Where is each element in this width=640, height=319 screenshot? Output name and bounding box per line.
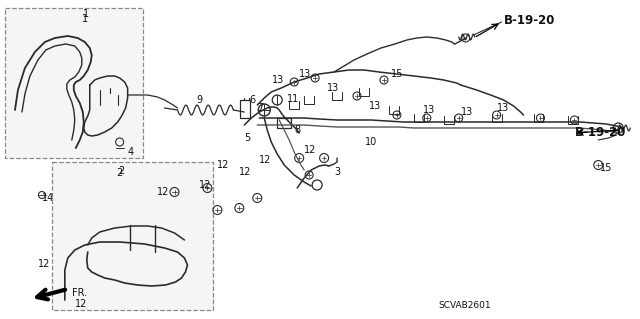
- Text: 12: 12: [239, 167, 252, 177]
- Text: 14: 14: [42, 193, 54, 203]
- Text: B-19-20: B-19-20: [575, 125, 626, 138]
- Text: 12: 12: [259, 155, 271, 165]
- Text: 12: 12: [200, 180, 212, 190]
- Text: 2: 2: [118, 166, 125, 176]
- Text: SCVAB2601: SCVAB2601: [439, 301, 492, 310]
- Text: 13: 13: [299, 69, 312, 79]
- Text: 13: 13: [369, 101, 381, 111]
- Text: 13: 13: [272, 75, 285, 85]
- Text: 10: 10: [365, 137, 377, 147]
- Text: 8: 8: [294, 125, 300, 135]
- Bar: [277, 118, 291, 128]
- Text: 7: 7: [257, 103, 264, 113]
- Bar: [5, 8, 143, 158]
- Text: 15: 15: [600, 163, 612, 173]
- Text: 12: 12: [38, 259, 51, 269]
- Text: 2: 2: [116, 168, 123, 178]
- Text: 5: 5: [244, 133, 251, 143]
- Text: 1: 1: [82, 14, 88, 24]
- Text: 3: 3: [334, 167, 340, 177]
- Text: 13: 13: [497, 103, 509, 113]
- Bar: [52, 162, 213, 310]
- Text: 11: 11: [287, 94, 300, 104]
- Text: 9: 9: [196, 95, 202, 105]
- Bar: [241, 100, 250, 118]
- Text: 13: 13: [423, 105, 435, 115]
- Text: 13: 13: [327, 83, 339, 93]
- Text: 6: 6: [250, 95, 255, 105]
- Text: B-19-20: B-19-20: [504, 13, 555, 26]
- Text: 12: 12: [218, 160, 230, 170]
- Text: FR.: FR.: [72, 288, 87, 298]
- Text: 12: 12: [75, 299, 87, 309]
- Text: 4: 4: [127, 147, 134, 157]
- Text: 15: 15: [391, 69, 403, 79]
- Text: 1: 1: [83, 9, 89, 19]
- Text: 13: 13: [461, 107, 473, 117]
- Text: 12: 12: [304, 145, 317, 155]
- Text: 12: 12: [157, 187, 169, 197]
